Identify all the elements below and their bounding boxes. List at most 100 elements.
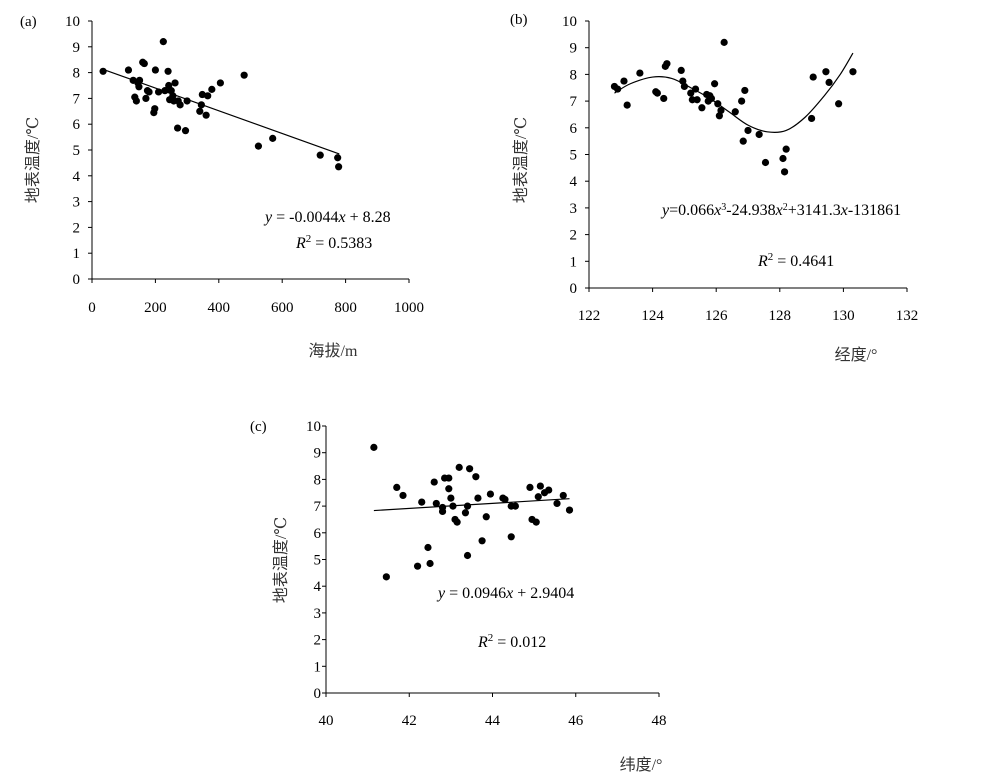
panel-a-y-tick-label: 10 — [65, 14, 80, 30]
panel-b-data-point — [623, 101, 631, 109]
panel-b-data-point — [680, 82, 689, 91]
panel-c-label: (c) — [250, 419, 267, 435]
panel-a-x-tick-label: 400 — [208, 300, 231, 316]
panel-c-y-tick-label: 0 — [314, 686, 322, 702]
panel-c-data-point — [511, 502, 519, 510]
panel-a-data-point — [204, 92, 212, 100]
panel-a-x-tick-label: 200 — [144, 300, 167, 316]
panel-a-x-tick-label: 0 — [88, 300, 96, 316]
panel-a-y-tick-label: 5 — [73, 143, 81, 159]
panel-b-data-point — [711, 80, 719, 88]
panel-a-data-point — [135, 83, 143, 91]
panel-c-data-point — [559, 491, 567, 500]
panel-c-data-point — [565, 506, 574, 514]
panel-c-data-point — [449, 502, 457, 510]
panel-b-data-point — [782, 145, 790, 153]
panel-c-data-point — [536, 482, 544, 490]
panel-c-x-tick-label: 42 — [402, 713, 417, 729]
panel-c-data-point — [370, 443, 378, 451]
panel-c-x-tick-label: 44 — [485, 713, 501, 729]
panel-a-data-point — [151, 66, 159, 74]
panel-c-x-tick-label: 46 — [568, 713, 584, 729]
panel-b-x-tick-label: 130 — [832, 308, 855, 324]
panel-a-data-point — [151, 105, 159, 113]
panel-b-data-point — [707, 94, 716, 103]
panel-b-data-point — [660, 94, 668, 103]
panel-b-y-tick-label: 4 — [570, 174, 578, 190]
panel-b-y-tick-label: 9 — [570, 41, 578, 57]
panel-c-data-point — [532, 518, 540, 526]
panel-c-data-point — [463, 502, 472, 510]
panel-b-data-point — [849, 68, 857, 76]
panel-b-data-point — [744, 126, 752, 135]
panel-c-y-tick-label: 9 — [314, 446, 322, 462]
panel-c-data-point — [424, 543, 432, 552]
panel-b-y-tick-label: 10 — [562, 14, 577, 30]
panel-a-x-tick-label: 800 — [334, 300, 357, 316]
panel-a-data-point — [142, 94, 150, 102]
panel-c-data-point — [399, 491, 407, 500]
panel-c-data-point — [455, 463, 463, 471]
panel-c-data-point — [426, 559, 434, 568]
panel-b-x-tick-label: 126 — [705, 308, 728, 324]
panel-c-data-point — [445, 474, 453, 482]
panel-a-equation: y = -0.0044x + 8.28 — [263, 209, 391, 226]
panel-c-data-point — [553, 499, 561, 508]
panel-b-data-point — [698, 104, 706, 112]
panel-c-data-point — [418, 498, 426, 506]
panel-b-data-point — [761, 158, 770, 167]
panel-a-y-tick-label: 9 — [73, 40, 81, 56]
panel-a-xlabel: 海拔/m — [309, 342, 358, 360]
panel-b-data-point — [693, 96, 701, 104]
panel-c-data-point — [393, 483, 401, 492]
panel-c-data-point — [472, 473, 480, 481]
panel-c-y-tick-label: 7 — [314, 499, 322, 515]
panel-b-y-tick-label: 3 — [570, 201, 578, 217]
panel-b-y-tick-label: 1 — [570, 254, 578, 270]
panel-a-data-point — [240, 71, 248, 79]
panel-a-data-point — [335, 163, 343, 171]
panel-b-y-tick-label: 0 — [570, 281, 578, 297]
panel-a-data-point — [208, 85, 216, 93]
panel-a-data-point — [171, 79, 179, 87]
panel-a-y-tick-label: 6 — [73, 117, 81, 133]
panel-b-y-tick-label: 5 — [570, 148, 578, 164]
panel-a-data-point — [198, 90, 206, 99]
panel-b-data-point — [741, 86, 749, 95]
panel-a-data-point — [197, 101, 205, 109]
panel-b-data-point — [614, 85, 622, 93]
panel-c-y-tick-label: 2 — [314, 633, 322, 649]
panel-c-equation: y = 0.0946x + 2.9404 — [436, 585, 574, 602]
panel-b-x-tick-label: 132 — [896, 308, 919, 324]
panel-b-data-point — [653, 89, 661, 97]
panel-a-y-tick-label: 3 — [73, 195, 81, 211]
panel-c-y-tick-label: 6 — [314, 526, 322, 542]
panel-b-data-point — [825, 78, 833, 87]
panel-b-data-point — [809, 73, 817, 81]
panel-c-data-point — [445, 485, 453, 493]
panel-a-data-point — [135, 76, 144, 84]
panel-a-data-point — [196, 107, 204, 115]
panel-b-x-tick-label: 122 — [578, 308, 601, 324]
panel-a-data-point — [99, 67, 107, 75]
panel-a-r2: R2 = 0.5383 — [295, 233, 372, 252]
panel-a-data-point — [154, 88, 163, 96]
panel-c-data-point — [526, 483, 534, 492]
panel-b-xlabel: 经度/° — [835, 346, 878, 364]
panel-c-data-point — [474, 494, 482, 502]
panel-a-y-tick-label: 8 — [73, 66, 81, 82]
panel-c-data-point — [447, 494, 455, 502]
panel-b-data-point — [780, 168, 789, 176]
panel-c-ylabel: 地表温度/℃ — [272, 517, 290, 603]
panel-a-y-tick-label: 7 — [73, 91, 81, 107]
panel-c-data-point — [382, 573, 390, 581]
panel-a-data-point — [202, 111, 210, 119]
panel-c-x-tick-label: 48 — [652, 713, 667, 729]
panel-a-x-tick-label: 600 — [271, 300, 294, 316]
panel-c-data-point — [453, 518, 461, 526]
panel-a-data-point — [216, 79, 224, 87]
panel-c-y-tick-label: 8 — [314, 472, 322, 488]
panel-b-data-point — [620, 77, 628, 85]
panel-c-data-point — [507, 533, 515, 541]
